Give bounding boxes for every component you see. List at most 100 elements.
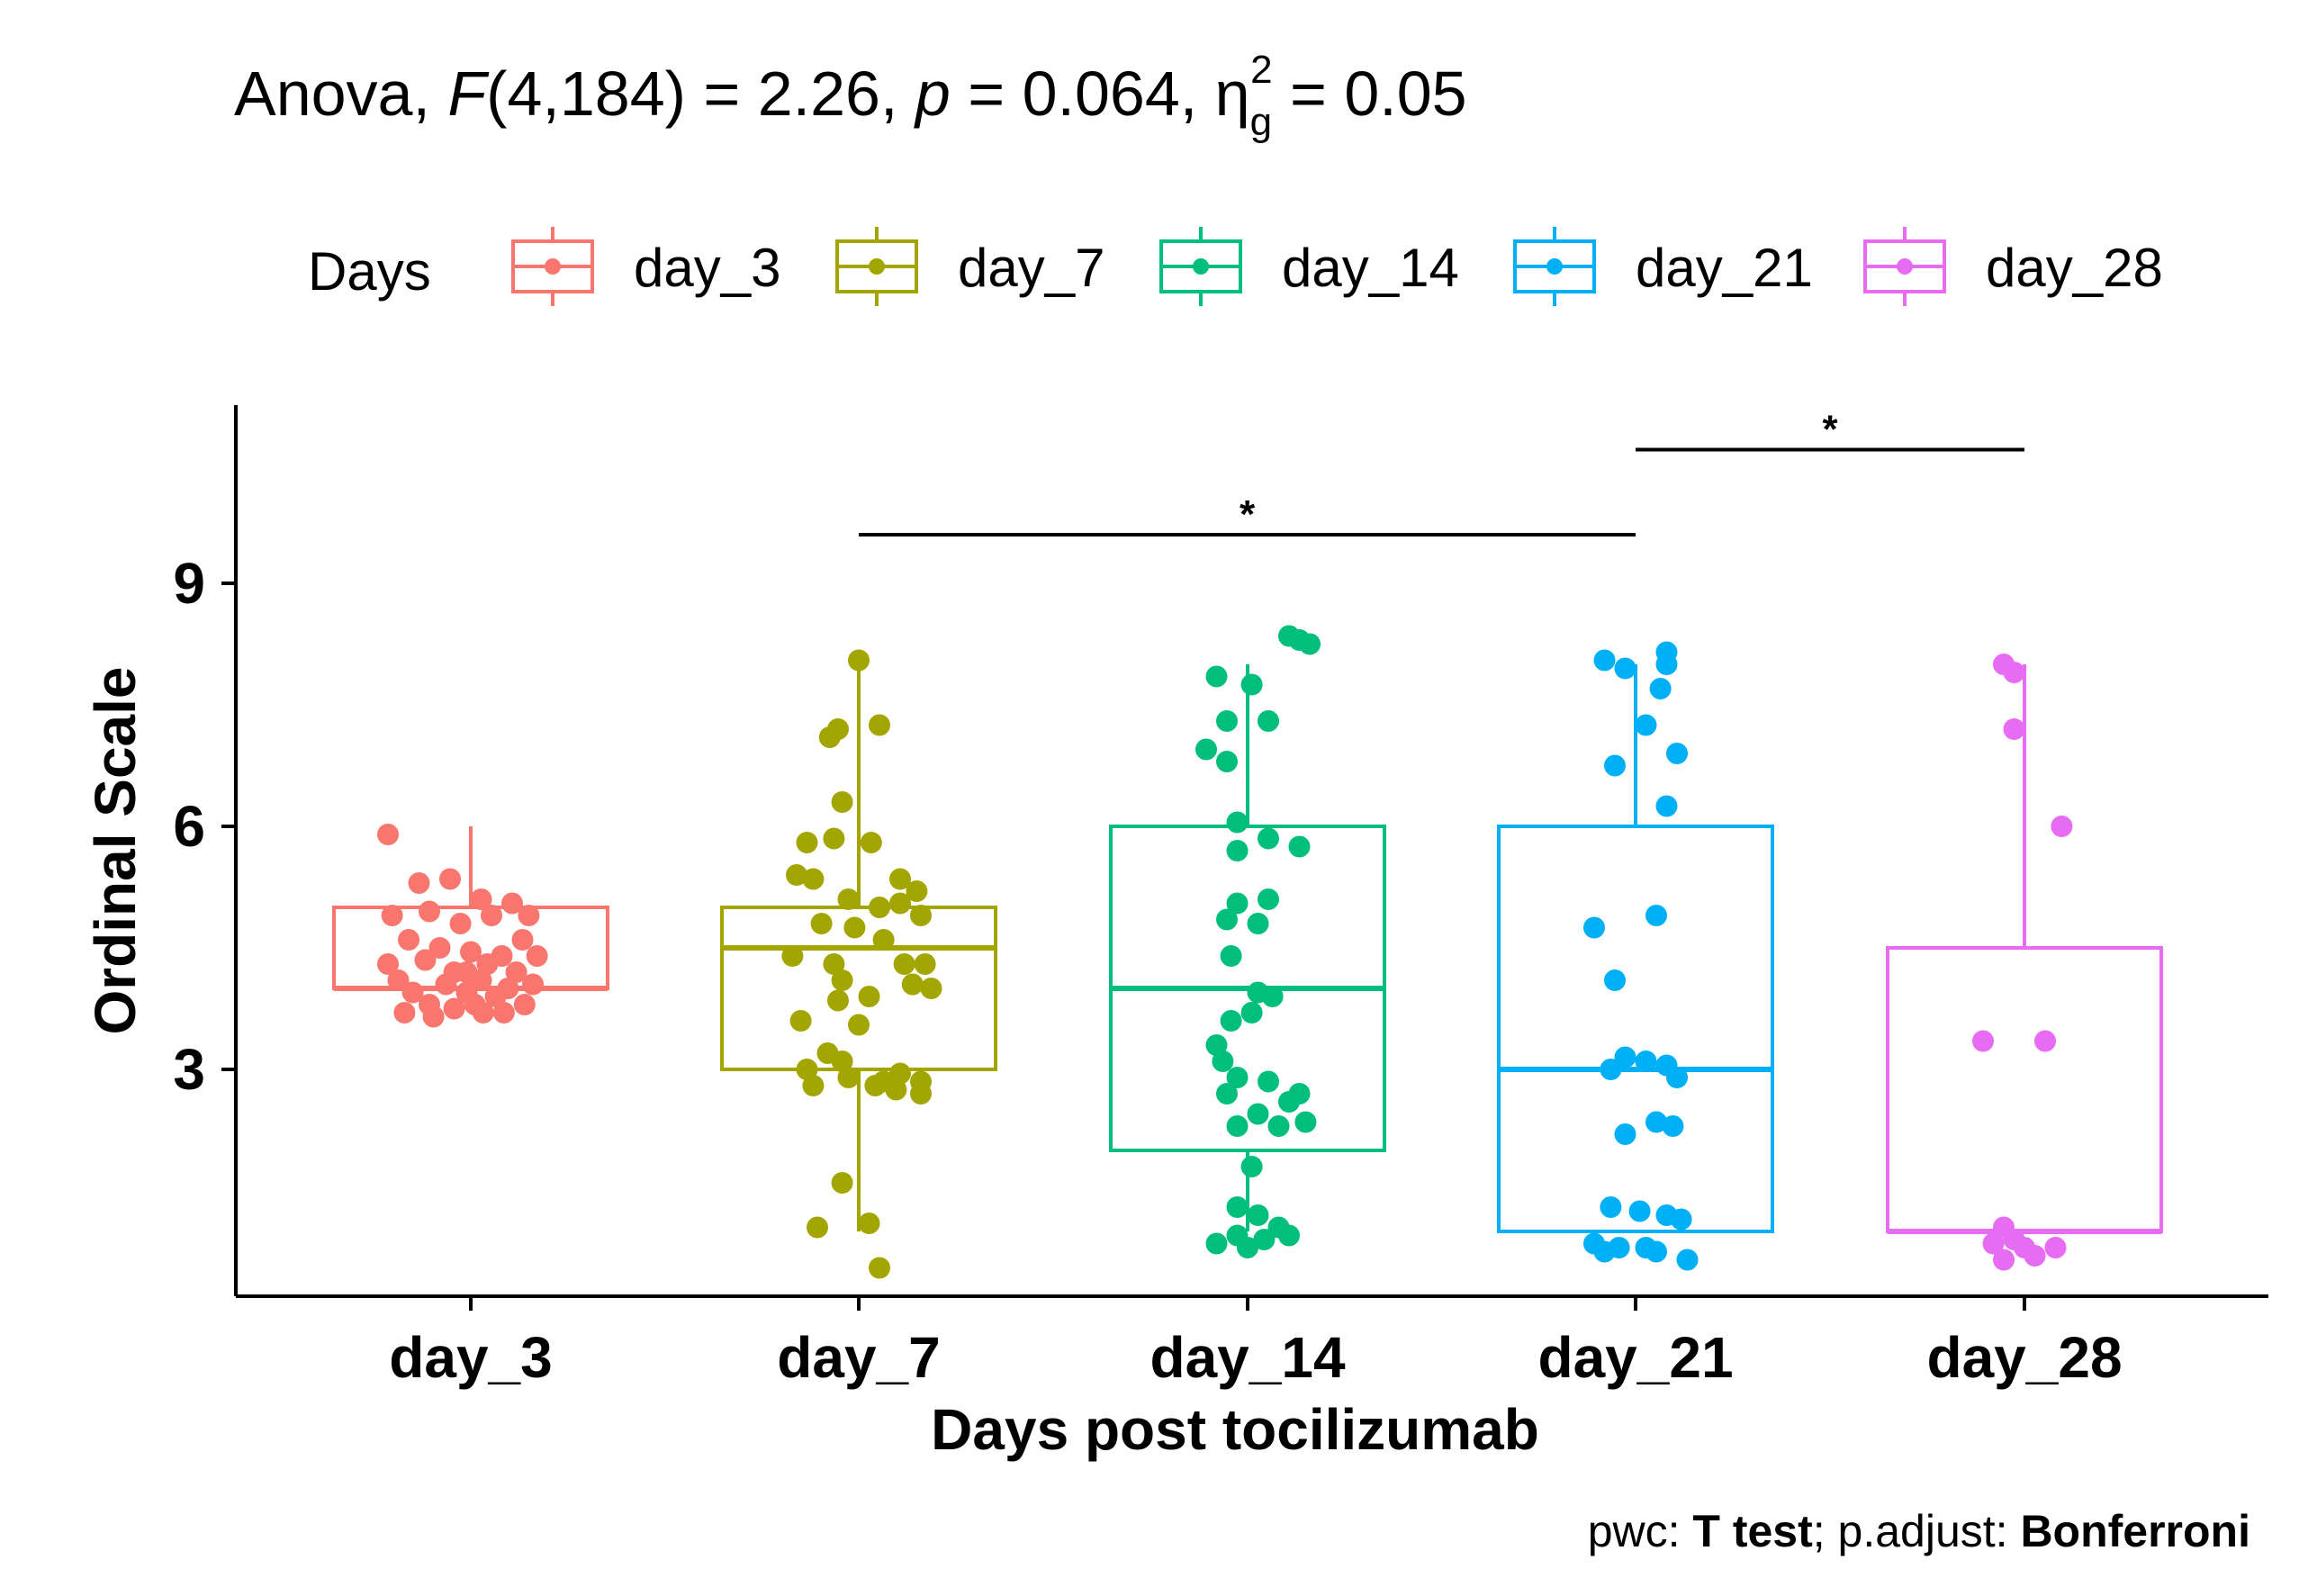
box-day_7 [720, 664, 997, 1231]
data-point [505, 961, 527, 983]
legend-key-point [1546, 258, 1563, 275]
x-axis-title: Days post tocilizumab [931, 1397, 1539, 1462]
legend: Days day_3 day_7 day_14 day_21 day_28 [308, 227, 2163, 306]
data-point [889, 1062, 911, 1085]
title-stat-symbol: F [447, 59, 490, 129]
data-point [781, 945, 804, 967]
data-point [843, 916, 866, 939]
data-point [401, 981, 424, 1004]
data-point [869, 1257, 890, 1279]
data-point [1258, 827, 1279, 850]
data-point [1288, 835, 1311, 858]
data-point [831, 1172, 853, 1194]
data-point [1216, 908, 1238, 931]
data-point [414, 949, 437, 971]
data-point [1278, 1091, 1300, 1113]
significance-label: * [1822, 408, 1838, 452]
data-point [1195, 738, 1217, 761]
legend-key-point [545, 258, 561, 275]
data-point [802, 868, 825, 890]
legend-item-label: day_7 [958, 238, 1104, 298]
legend-key-point [869, 258, 885, 275]
data-point [1299, 633, 1321, 655]
x-tick-label: day_7 [777, 1325, 940, 1390]
legend-item-day_21: day_21 [1513, 227, 1813, 306]
box-day_21 [1497, 664, 1774, 1233]
y-axis-title: Ordinal Scale [83, 666, 148, 1034]
data-point [1628, 1200, 1651, 1222]
data-point [398, 929, 419, 951]
data-point [2034, 1030, 2056, 1052]
data-point [1593, 1240, 1616, 1263]
data-point [518, 905, 540, 926]
data-point [869, 897, 890, 918]
data-point [2051, 816, 2073, 837]
footnote-pwc-method: T test [1692, 1506, 1813, 1556]
data-point [796, 1059, 818, 1080]
data-point [484, 986, 507, 1007]
legend-item-label: day_21 [1636, 238, 1813, 298]
data-point [1240, 1156, 1263, 1177]
data-point [501, 892, 523, 915]
data-point [889, 868, 911, 890]
data-point [1216, 751, 1238, 772]
title-eta-value: = 0.05 [1273, 59, 1467, 129]
data-point [1993, 1249, 2015, 1271]
data-point [837, 1067, 860, 1088]
data-point [889, 892, 911, 915]
data-point [869, 714, 890, 736]
data-point [513, 994, 536, 1015]
y-tick-label: 3 [173, 1037, 205, 1102]
data-point [377, 824, 399, 845]
data-point [455, 961, 478, 983]
data-point [1253, 1229, 1276, 1250]
data-point [1649, 678, 1672, 699]
data-point [526, 945, 548, 967]
data-point [1258, 1070, 1279, 1093]
legend-item-label: day_3 [634, 238, 780, 298]
box-iqr [720, 906, 997, 1071]
data-point [481, 905, 502, 926]
data-point [1655, 654, 1678, 675]
data-point [893, 953, 915, 975]
box-day_14 [1109, 664, 1386, 1231]
data-point [1226, 1067, 1249, 1088]
data-point [419, 900, 440, 923]
data-point [1220, 1010, 1242, 1032]
data-point [1226, 892, 1249, 915]
data-point [439, 868, 461, 890]
plot-area: 3 6 9 day_3 day_7 day_14 day_21 day_28 * * [173, 405, 2268, 1390]
data-point [1670, 1208, 1692, 1231]
data-point [906, 880, 928, 902]
data-point [1583, 916, 1605, 939]
legend-title: Days [308, 241, 431, 302]
data-point [858, 986, 880, 1007]
data-point [449, 913, 472, 934]
data-point [435, 973, 457, 996]
data-point [1205, 1034, 1228, 1056]
box-day_28 [1886, 664, 2163, 1234]
data-point [831, 791, 853, 813]
box-iqr [1497, 825, 1774, 1233]
points-day_7 [781, 649, 942, 1279]
data-point [848, 649, 870, 672]
footnote-sep: ; p.adjust: [1813, 1506, 2021, 1556]
data-point [1645, 905, 1667, 926]
data-point [1666, 743, 1688, 764]
points-day_21 [1583, 641, 1699, 1271]
data-point [1258, 710, 1279, 732]
data-point [789, 1010, 812, 1032]
title-p-value: = 0.064, [951, 59, 1215, 129]
x-tick-label: day_28 [1926, 1325, 2122, 1390]
data-point [1247, 1103, 1269, 1125]
data-point [1205, 1232, 1228, 1255]
data-point [428, 937, 451, 959]
data-point [1205, 665, 1228, 688]
title-p-symbol: p [914, 59, 951, 129]
data-point [1220, 945, 1242, 967]
data-point [910, 1083, 932, 1105]
data-point [492, 1002, 515, 1023]
data-point [381, 905, 403, 926]
data-point [1604, 969, 1626, 991]
x-tick-label: day_14 [1149, 1325, 1345, 1390]
